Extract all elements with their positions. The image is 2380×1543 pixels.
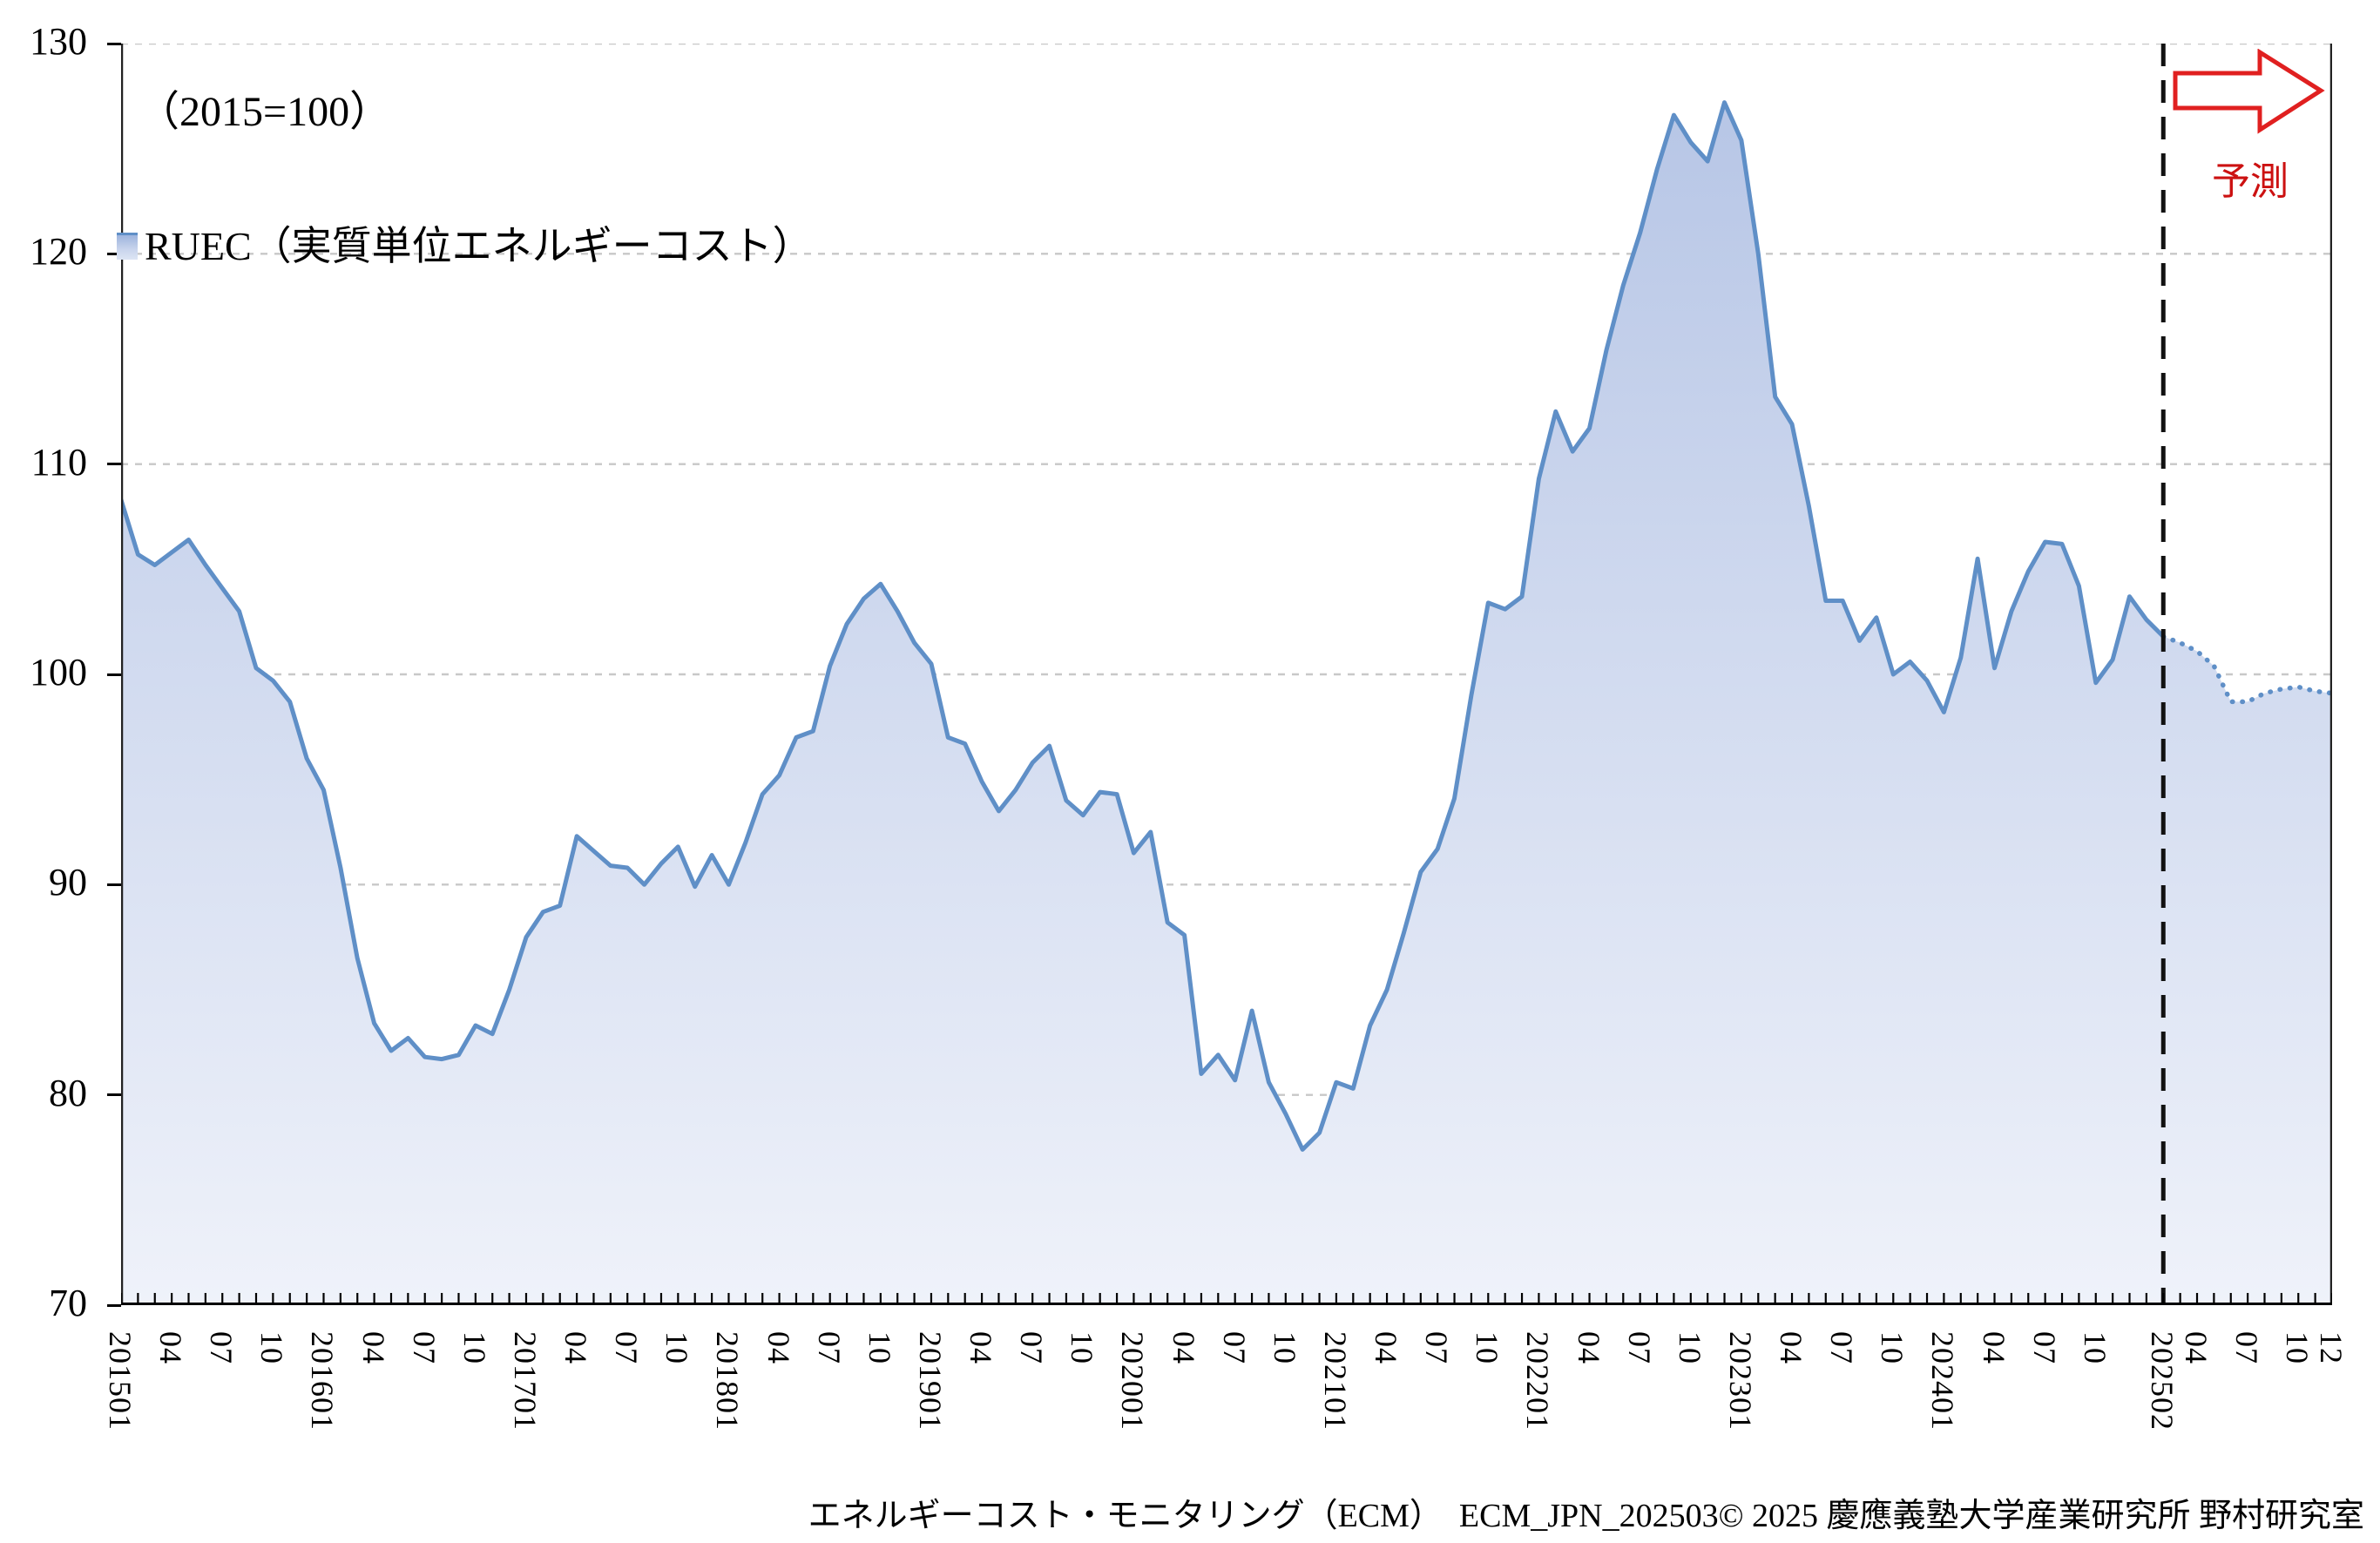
y-tick-80 [107,1093,121,1097]
y-tick-110 [107,463,121,466]
x-axis-label-202201: 202201 [1520,1331,1556,1431]
y-axis-label-130: 130 [30,20,87,63]
x-axis-label-201501: 201501 [103,1331,138,1431]
x-axis-label-201601: 201601 [305,1331,341,1431]
y-tick-100 [107,673,121,676]
y-tick-70 [107,1303,121,1307]
x-axis-label-202101: 202101 [1317,1331,1353,1431]
x-axis-label-07: 07 [1621,1331,1657,1364]
x-axis-label-202502: 202502 [2145,1331,2181,1431]
x-axis-label-07: 07 [609,1331,645,1364]
x-axis-label-10: 10 [1875,1331,1910,1364]
x-axis-label-202001: 202001 [1115,1331,1151,1431]
plot-area [121,44,2332,1305]
forecast-arrow-icon [2173,49,2325,134]
x-axis-label-04: 04 [963,1331,999,1364]
x-axis-label-10: 10 [2280,1331,2316,1364]
x-axis-label-04: 04 [1774,1331,1809,1364]
x-axis-label-10: 10 [1470,1331,1505,1364]
y-tick-120 [107,252,121,255]
x-axis-label-04: 04 [558,1331,594,1364]
y-axis-label-70: 70 [49,1282,87,1324]
x-axis-label-07: 07 [406,1331,442,1364]
x-axis-label-202301: 202301 [1722,1331,1758,1431]
x-axis-label-07: 07 [1216,1331,1252,1364]
legend-series-label: RUEC（実質単位エネルギーコスト） [145,224,813,268]
x-axis-label-10: 10 [1065,1331,1100,1364]
y-axis-label-90: 90 [49,861,87,904]
x-axis-label-07: 07 [204,1331,240,1364]
index-base-note: （2015=100） [138,89,392,135]
forecast-label: 予測 [2212,160,2289,203]
x-axis-label-04: 04 [1976,1331,2012,1364]
x-axis-label-04: 04 [355,1331,391,1364]
x-axis-label-04: 04 [761,1331,796,1364]
series-line-forecast [2160,633,2332,705]
x-axis-label-04: 04 [1166,1331,1201,1364]
x-axis-label-201901: 201901 [912,1331,948,1431]
x-axis-label-04: 04 [2179,1331,2214,1364]
footer-credit: エネルギーコスト・モニタリング（ECM） ECM_JPN_202503© 202… [808,1498,2364,1534]
legend-area-swatch-icon [117,232,138,260]
x-axis-label-07: 07 [1419,1331,1455,1364]
series-line-actual [121,100,2166,1152]
x-axis-label-07: 07 [2229,1331,2265,1364]
x-axis-label-10: 10 [1672,1331,1707,1364]
x-axis-label-10: 10 [2077,1331,2113,1364]
y-axis-label-100: 100 [30,651,87,694]
x-axis-label-10: 10 [1267,1331,1302,1364]
x-axis-label-04: 04 [1369,1331,1404,1364]
x-axis-label-04: 04 [153,1331,189,1364]
x-axis-label-10: 10 [862,1331,897,1364]
series-area-fill [121,102,2332,1305]
x-axis-label-10: 10 [254,1331,290,1364]
legend: RUEC（実質単位エネルギーコスト） [117,214,813,272]
x-axis-label-201701: 201701 [507,1331,543,1431]
y-tick-130 [107,42,121,45]
x-axis-label-07: 07 [1824,1331,1860,1364]
x-axis-label-202401: 202401 [1925,1331,1961,1431]
y-tick-90 [107,883,121,886]
y-axis-label-80: 80 [49,1071,87,1114]
x-axis-label-07: 07 [2026,1331,2062,1364]
x-axis-label-10: 10 [659,1331,695,1364]
y-axis-label-120: 120 [30,230,87,274]
y-axis-label-110: 110 [30,440,87,484]
x-axis-label-07: 07 [1014,1331,1050,1364]
x-axis-label-201801: 201801 [710,1331,746,1431]
x-axis-label-07: 07 [811,1331,847,1364]
x-axis-label-12: 12 [2314,1331,2349,1364]
x-axis-label-04: 04 [1571,1331,1606,1364]
x-axis-label-10: 10 [456,1331,492,1364]
